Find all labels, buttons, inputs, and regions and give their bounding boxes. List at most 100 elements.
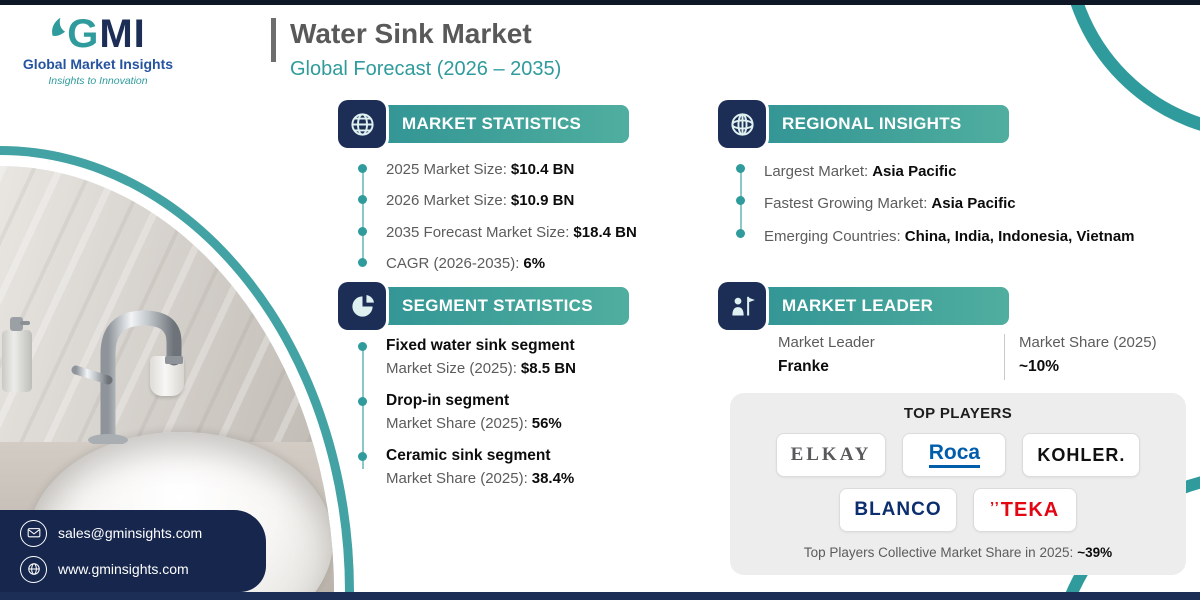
top-players-box: TOP PLAYERS ELKAY Roca KOHLER. BLANCO TE… bbox=[730, 393, 1186, 575]
contact-website[interactable]: www.gminsights.com bbox=[58, 561, 189, 577]
segment-statistics-title: SEGMENT STATISTICS bbox=[402, 296, 593, 315]
stat-item: 2026 Market Size: $10.9 BN bbox=[358, 191, 663, 211]
footer-value: ~39% bbox=[1077, 545, 1113, 560]
gmi-logo-mark: G MI bbox=[50, 14, 146, 54]
stat-label: 2026 Market Size: bbox=[386, 192, 507, 210]
market-share-column: Market Share (2025) ~10% bbox=[1005, 334, 1157, 376]
globe-grid-icon bbox=[730, 112, 754, 136]
logo-letter-g: G bbox=[67, 12, 100, 56]
top-players-title: TOP PLAYERS bbox=[903, 405, 1013, 422]
bullet-dot bbox=[358, 195, 367, 205]
player-card-kohler: KOHLER. bbox=[1022, 433, 1141, 477]
corner-arc-top-right-teal bbox=[1060, 0, 1200, 140]
vertical-divider bbox=[1004, 334, 1005, 380]
page-subtitle: Global Forecast (2026 – 2035) bbox=[290, 58, 562, 80]
regional-insights-list: Largest Market: Asia Pacific Fastest Grow… bbox=[736, 160, 1138, 257]
top-players-row-1: ELKAY Roca KOHLER. bbox=[730, 433, 1186, 477]
regional-item: Emerging Countries: China, India, Indones… bbox=[736, 225, 1138, 248]
stat-item: 2035 Forecast Market Size: $18.4 BN bbox=[358, 223, 663, 243]
stat-value: Asia Pacific bbox=[931, 195, 1016, 213]
stat-value: 6% bbox=[523, 254, 546, 272]
stat-value: $8.5 BN bbox=[520, 360, 576, 377]
soap-dispenser bbox=[2, 317, 32, 392]
stat-label: Fastest Growing Market: bbox=[764, 195, 928, 213]
stat-label: 2025 Market Size: bbox=[386, 161, 507, 178]
segment-stat: Market Size (2025): $8.5 BN bbox=[386, 360, 658, 377]
logo-tagline: Insights to Innovation bbox=[48, 75, 148, 87]
top-players-row-2: BLANCO TEKA bbox=[730, 488, 1186, 532]
leaf-icon bbox=[52, 17, 66, 36]
bullet-dot bbox=[358, 226, 367, 236]
market-leader-title: MARKET LEADER bbox=[782, 296, 934, 315]
segment-name: Drop-in segment bbox=[386, 392, 510, 409]
market-leader-column: Market Leader Franke bbox=[736, 334, 1004, 376]
regional-item: Fastest Growing Market: Asia Pacific bbox=[736, 192, 1138, 215]
stat-label: 2035 Forecast Market Size: bbox=[386, 223, 570, 241]
stat-label: Largest Market: bbox=[764, 163, 869, 180]
segment-name: Fixed water sink segment bbox=[386, 337, 575, 354]
stat-label: Market Share (2025): bbox=[386, 470, 528, 487]
bullet-dot bbox=[358, 452, 367, 461]
player-card-roca: Roca bbox=[902, 433, 1007, 477]
market-leader-chip bbox=[718, 282, 766, 330]
kohler-logo: KOHLER. bbox=[1037, 444, 1126, 465]
segment-statistics-chip bbox=[338, 282, 386, 330]
blanco-logo: BLANCO bbox=[854, 499, 942, 520]
share-value: ~10% bbox=[1019, 358, 1060, 375]
market-statistics-list: 2025 Market Size: $10.4 BN 2026 Market Si… bbox=[358, 160, 663, 285]
top-players-footer: Top Players Collective Market Share in 2… bbox=[730, 545, 1186, 560]
leader-name: Franke bbox=[778, 358, 829, 375]
stat-label: Market Share (2025): bbox=[386, 415, 528, 432]
top-border bbox=[0, 0, 1200, 5]
stat-label: Emerging Countries: bbox=[764, 227, 901, 245]
contact-email[interactable]: sales@gminsights.com bbox=[58, 525, 203, 541]
bullet-dot bbox=[736, 164, 745, 173]
segment-item: Ceramic sink segment Market Share (2025)… bbox=[358, 447, 658, 487]
segment-stat: Market Share (2025): 38.4% bbox=[386, 470, 658, 487]
stat-label: Market Size (2025): bbox=[386, 360, 517, 377]
segment-statistics-list: Fixed water sink segment Market Size (20… bbox=[358, 337, 658, 502]
regional-insights-title: REGIONAL INSIGHTS bbox=[782, 114, 962, 133]
roca-logo: Roca bbox=[928, 442, 981, 468]
bullet-dot bbox=[358, 397, 367, 406]
bullet-dot bbox=[736, 228, 745, 238]
stat-value: China, India, Indonesia, Vietnam bbox=[904, 227, 1135, 245]
segment-item: Drop-in segment Market Share (2025): 56% bbox=[358, 392, 658, 432]
stat-item: 2025 Market Size: $10.4 BN bbox=[358, 160, 663, 180]
contact-email-row[interactable]: sales@gminsights.com bbox=[20, 519, 266, 547]
segment-item: Fixed water sink segment Market Size (20… bbox=[358, 337, 658, 377]
bullet-dot bbox=[358, 342, 367, 351]
leader-flag-icon bbox=[731, 296, 755, 315]
envelope-icon bbox=[20, 519, 47, 547]
stat-value: $10.9 BN bbox=[510, 192, 575, 210]
title-accent-bar bbox=[271, 18, 276, 62]
bullet-dot bbox=[358, 257, 367, 267]
player-card-blanco: BLANCO bbox=[839, 488, 957, 532]
gmi-logo: G MI Global Market Insights Insights to I… bbox=[8, 14, 188, 87]
player-card-elkay: ELKAY bbox=[775, 433, 887, 477]
globe-icon bbox=[20, 555, 47, 583]
bullet-dot bbox=[358, 164, 367, 173]
stat-value: $18.4 BN bbox=[573, 223, 637, 241]
share-label: Market Share (2025) bbox=[1019, 334, 1157, 351]
bottom-border bbox=[0, 592, 1200, 600]
globe-chart-icon bbox=[350, 112, 374, 136]
market-statistics-chip bbox=[338, 100, 386, 148]
stat-label: CAGR (2026-2035): bbox=[386, 254, 520, 272]
chrome-faucet bbox=[71, 310, 183, 444]
stat-item: CAGR (2026-2035): 6% bbox=[358, 254, 663, 274]
regional-insights-chip bbox=[718, 100, 766, 148]
market-statistics-title: MARKET STATISTICS bbox=[402, 114, 582, 133]
contact-website-row[interactable]: www.gminsights.com bbox=[20, 555, 266, 583]
segment-name: Ceramic sink segment bbox=[386, 447, 551, 464]
player-card-teka: TEKA bbox=[972, 488, 1077, 532]
contact-bar: sales@gminsights.com www.gminsights.com bbox=[0, 510, 266, 592]
market-leader-block: Market Leader Franke Market Share (2025)… bbox=[736, 334, 1172, 380]
segment-stat: Market Share (2025): 56% bbox=[386, 415, 658, 432]
stat-value: 38.4% bbox=[531, 470, 575, 487]
stat-value: 56% bbox=[531, 415, 562, 432]
logo-company-name: Global Market Insights bbox=[22, 56, 174, 72]
pie-chart-icon bbox=[351, 294, 374, 317]
footer-label: Top Players Collective Market Share in 2… bbox=[803, 545, 1074, 560]
